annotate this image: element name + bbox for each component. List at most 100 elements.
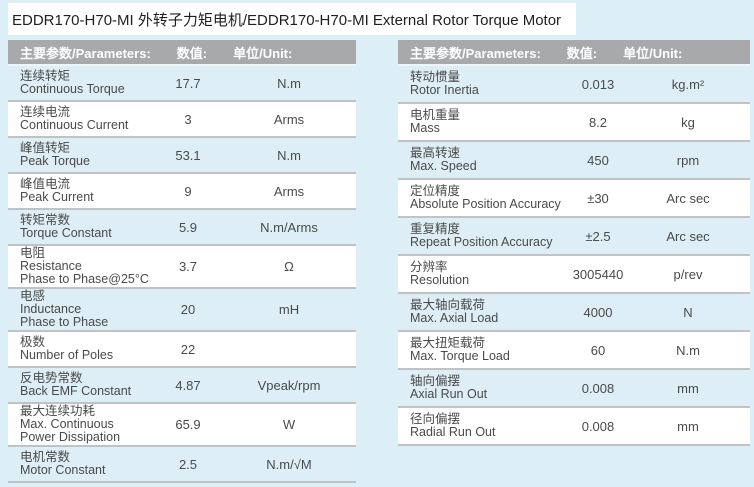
parameter-value: 4000 <box>583 304 613 320</box>
parameter-value: 4.87 <box>175 377 201 393</box>
table-row: 峰值电流 Peak Current 9 Arms <box>8 174 356 210</box>
parameter-name-line: 定位精度 <box>410 184 461 198</box>
parameter-value: 3.7 <box>178 259 198 274</box>
parameter-name-line: 峰值电流 <box>20 177 71 191</box>
parameter-unit: W <box>282 417 296 432</box>
parameter-name-line: 转矩常数 <box>20 213 71 227</box>
table-row: 峰值转矩 Peak Torque 53.1 N.m <box>8 138 356 174</box>
parameter-name: 分辨率 Resolution <box>410 261 558 287</box>
parameter-name-line: 电阻 <box>20 246 46 260</box>
parameter-unit: Ω <box>284 259 294 274</box>
parameter-name-line: Peak Current <box>20 190 94 204</box>
parameter-name-line: Max. Torque Load <box>410 349 510 363</box>
parameter-value: ±2.5 <box>585 228 611 244</box>
parameter-name: 反电势常数 Back EMF Constant <box>20 372 142 398</box>
parameter-name-line: Resistance <box>20 259 82 273</box>
table-row: 最大连续功耗 Max. Continuous Power Dissipation 6… <box>8 404 356 447</box>
parameter-name: 电机重量 Mass <box>410 109 558 135</box>
parameter-value: 0.008 <box>581 418 615 434</box>
title-bar: EDDR170-H70-MI 外转子力矩电机/EDDR170-H70-MI Ex… <box>8 3 576 35</box>
parameter-name-line: 电感 <box>20 289 46 303</box>
parameter-value: 3 <box>184 111 192 127</box>
parameter-name-line: 径向偏摆 <box>410 412 461 426</box>
parameter-name: 连续电流 Continuous Current <box>20 106 142 132</box>
parameter-name-line: Max. Speed <box>410 159 477 173</box>
parameter-unit: N.m/Arms <box>260 219 318 235</box>
parameter-value: 0.008 <box>581 380 615 396</box>
parameter-name: 重复精度 Repeat Position Accuracy <box>410 223 558 249</box>
parameter-name: 连续转矩 Continuous Torque <box>20 70 142 96</box>
parameter-name-line: Power Dissipation <box>20 430 121 444</box>
parameters-table-right: 主要参数/Parameters: 数值: 单位/Unit: 转动惯量 Rotor … <box>398 40 750 446</box>
parameter-unit: mm <box>677 380 699 396</box>
parameter-unit: Arms <box>273 183 305 199</box>
parameter-value: 22 <box>180 341 196 357</box>
value-header-label: 数值: <box>566 45 598 61</box>
page-title: EDDR170-H70-MI 外转子力矩电机/EDDR170-H70-MI Ex… <box>12 11 562 29</box>
parameter-value: 17.7 <box>175 75 201 91</box>
parameter-name-line: Phase to Phase <box>20 315 109 329</box>
parameter-name: 转矩常数 Torque Constant <box>20 214 142 240</box>
parameter-name: 极数 Number of Poles <box>20 336 142 362</box>
parameter-name-line: Motor Constant <box>20 463 106 477</box>
parameter-unit: N <box>683 304 693 320</box>
parameters-table-left: 主要参数/Parameters: 数值: 单位/Unit: 连续转矩 Contin… <box>8 40 356 483</box>
table-row: 连续转矩 Continuous Torque 17.7 N.m <box>8 66 356 102</box>
table-row: 最大扭矩载荷 Max. Torque Load 60 N.m <box>398 332 750 370</box>
parameter-unit: Vpeak/rpm <box>257 377 321 393</box>
table-row: 重复精度 Repeat Position Accuracy ±2.5 Arc se… <box>398 218 750 256</box>
parameter-name-line: Torque Constant <box>20 226 112 240</box>
parameter-name: 最高转速 Max. Speed <box>410 147 558 173</box>
parameter-unit: N.m <box>277 147 301 163</box>
parameter-name-line: 最大连续功耗 <box>20 404 96 418</box>
parameter-name: 电阻 Resistance Phase to Phase@25°C <box>20 246 149 286</box>
parameter-unit: mH <box>278 302 300 317</box>
table-body: 转动惯量 Rotor Inertia 0.013 kg.m² 电机重量 Mass 8… <box>398 66 750 446</box>
table-header: 主要参数/Parameters: 数值: 单位/Unit: <box>398 40 750 66</box>
table-row: 极数 Number of Poles 22 <box>8 332 356 368</box>
parameter-value: 20 <box>180 302 196 317</box>
unit-header-label: 单位/Unit: <box>233 45 293 61</box>
params-header-label: 主要参数/Parameters: <box>20 45 151 61</box>
parameter-name: 径向偏摆 Radial Run Out <box>410 413 558 439</box>
params-header-label: 主要参数/Parameters: <box>410 45 541 61</box>
parameter-unit: N.m <box>676 342 700 358</box>
table-row: 最高转速 Max. Speed 450 rpm <box>398 142 750 180</box>
unit-header-label: 单位/Unit: <box>623 45 683 61</box>
parameter-value: 450 <box>587 152 609 168</box>
parameter-name: 峰值电流 Peak Current <box>20 178 142 204</box>
parameter-name-line: 极数 <box>20 335 46 349</box>
parameter-value: 60 <box>590 342 606 358</box>
parameter-name-line: Radial Run Out <box>410 425 496 439</box>
parameter-value: 0.013 <box>581 76 615 92</box>
parameter-unit: p/rev <box>673 266 703 282</box>
table-row: 定位精度 Absolute Position Accuracy ±30 Arc s… <box>398 180 750 218</box>
parameter-name-line: 反电势常数 <box>20 371 83 385</box>
table-row: 径向偏摆 Radial Run Out 0.008 mm <box>398 408 750 446</box>
parameter-name-line: Absolute Position Accuracy <box>410 197 561 211</box>
parameter-name-line: Continuous Current <box>20 118 129 132</box>
parameter-value: 3005440 <box>572 266 624 282</box>
table-row: 电机重量 Mass 8.2 kg <box>398 104 750 142</box>
table-row: 电阻 Resistance Phase to Phase@25°C 3.7 Ω <box>8 246 356 289</box>
parameter-name-line: 电机常数 <box>20 450 71 464</box>
parameter-name-line: 最高转速 <box>410 146 461 160</box>
parameter-name-line: Repeat Position Accuracy <box>410 235 553 249</box>
parameter-unit: N.m/√M <box>266 456 312 472</box>
parameter-value: 65.9 <box>175 417 201 432</box>
parameter-name: 电机常数 Motor Constant <box>20 451 142 477</box>
parameter-unit: N.m <box>277 75 301 91</box>
table-row: 分辨率 Resolution 3005440 p/rev <box>398 256 750 294</box>
parameter-name-line: Peak Torque <box>20 154 90 168</box>
parameter-name: 最大扭矩载荷 Max. Torque Load <box>410 337 558 363</box>
table-row: 转矩常数 Torque Constant 5.9 N.m/Arms <box>8 210 356 246</box>
parameter-name-line: 最大轴向载荷 <box>410 298 486 312</box>
parameter-value: ±30 <box>587 190 609 206</box>
parameter-name: 峰值转矩 Peak Torque <box>20 142 142 168</box>
parameter-name-line: 轴向偏摆 <box>410 374 461 388</box>
parameter-unit: Arc sec <box>666 228 710 244</box>
parameter-name-line: Mass <box>410 121 440 135</box>
parameter-name-line: Resolution <box>410 273 470 287</box>
parameter-name-line: Continuous Torque <box>20 82 125 96</box>
parameter-name: 最大轴向载荷 Max. Axial Load <box>410 299 558 325</box>
